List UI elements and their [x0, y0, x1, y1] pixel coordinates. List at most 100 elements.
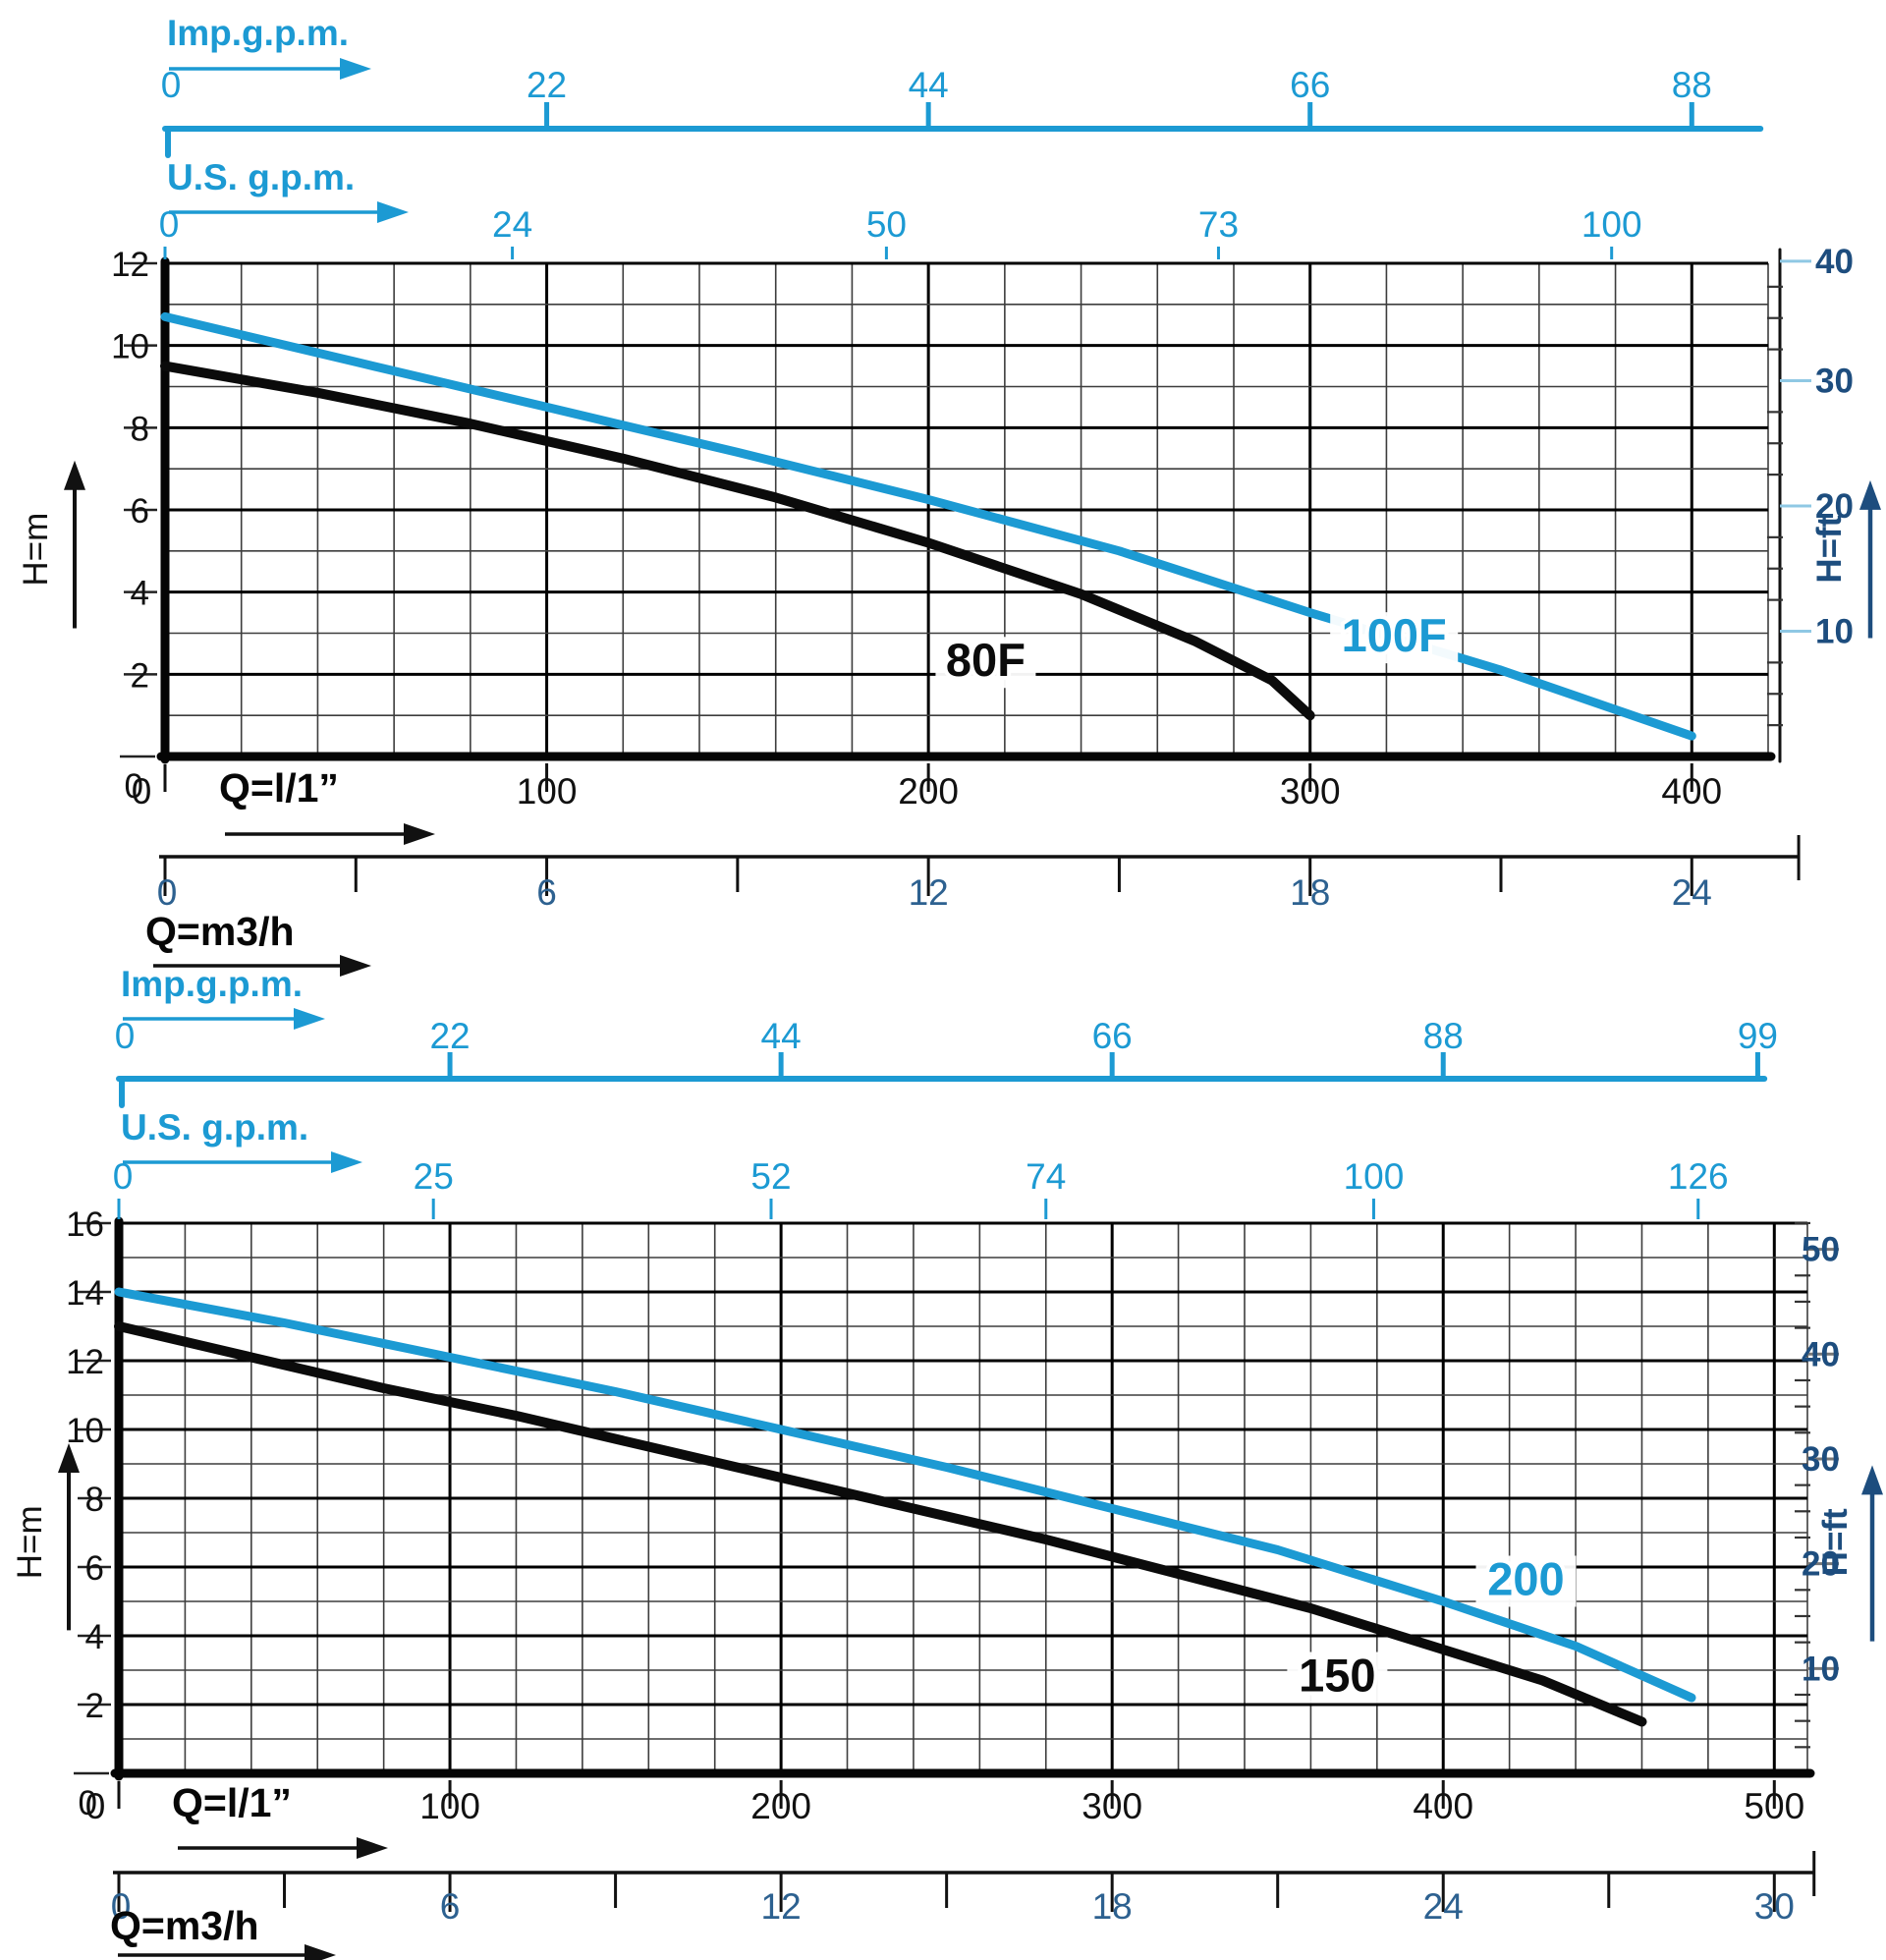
h-m-zero-label: 0: [125, 767, 143, 806]
h-ft-tick-label: 30: [1815, 362, 1854, 400]
us-gpm-tick-label: 126: [1668, 1156, 1729, 1197]
us-gpm-title: U.S. g.p.m.: [121, 1107, 308, 1148]
q-lmin-tick-label: 300: [1082, 1786, 1142, 1826]
q-lmin-tick-label: 200: [898, 771, 959, 812]
imp-gpm-tick-label: 88: [1423, 1016, 1464, 1056]
imp-gpm-tick-label: 44: [909, 65, 949, 105]
h-ft-tick-label: 30: [1802, 1440, 1840, 1479]
q-lmin-zero-label: 0: [85, 1786, 106, 1826]
q-lmin-tick-label: 400: [1413, 1786, 1473, 1826]
imp-gpm-axis-bottom: Imp.g.p.m. 0 22 44 66 88 99: [115, 964, 1778, 1108]
q-lmin-tick-label: 200: [750, 1786, 811, 1826]
us-gpm-tick-label: 73: [1198, 204, 1239, 245]
us-gpm-tick-label: 100: [1344, 1156, 1405, 1197]
spines-top: [120, 256, 1776, 792]
q-m3h-arrow-head: [340, 955, 371, 977]
h-m-zero-label: 0: [79, 1784, 97, 1822]
imp-gpm-tick-label: 0: [161, 65, 182, 105]
q-lmin-arrow-head: [357, 1837, 388, 1859]
curve-200: [114, 1287, 1696, 1703]
curve-label-bg-200: [1475, 1555, 1577, 1607]
h-m-tick-label: 4: [85, 1618, 104, 1656]
h-m-tick-label: 2: [85, 1687, 104, 1725]
imp-gpm-title: Imp.g.p.m.: [167, 13, 349, 53]
h-m-tick-label: 12: [66, 1343, 104, 1381]
imp-gpm-tick-label: 88: [1672, 65, 1712, 105]
us-gpm-title: U.S. g.p.m.: [167, 157, 355, 197]
q-lmin-axis-top: 0 100 200 300 400 Q=l/1”: [132, 763, 1722, 845]
us-gpm-tick-label: 52: [750, 1156, 791, 1197]
h-m-tick-label: 10: [66, 1412, 104, 1450]
imp-gpm-tick-label: 66: [1290, 65, 1330, 105]
curve-label-100F: 100F: [1342, 609, 1447, 661]
h-m-axis-title: H=m: [11, 1505, 49, 1579]
q-m3h-tick-label: 0: [111, 1886, 132, 1927]
q-lmin-title: Q=l/1”: [172, 1780, 292, 1825]
h-ft-arrow-head: [1859, 479, 1881, 510]
q-lmin-tick-label: 500: [1744, 1786, 1804, 1826]
h-ft-axis-top: 10 20 30 40 H=ft: [1767, 243, 1881, 763]
q-m3h-tick-label: 18: [1092, 1886, 1133, 1927]
q-lmin-tick-label: 100: [419, 1786, 480, 1826]
h-m-tick-label: 10: [111, 328, 149, 366]
grid-bottom: [119, 1221, 1808, 1773]
h-m-tick-label: 6: [131, 492, 149, 531]
h-ft-tick-label: 10: [1802, 1650, 1840, 1688]
imp-gpm-title: Imp.g.p.m.: [121, 964, 303, 1004]
chart-top: Imp.g.p.m.0 22 44 66 88U.S. g.p.m.0 24 50 73 100…: [17, 13, 1881, 977]
chart-bottom: Imp.g.p.m.0 22 44 66 88 99U.S. g.p.m.0 25 52 74 1…: [11, 964, 1883, 1960]
h-m-tick-label: 4: [131, 575, 149, 613]
q-m3h-axis-bottom: 0 6 12 18 24 30 Q=m3/h: [110, 1851, 1816, 1960]
imp-gpm-tick-label: 22: [429, 1016, 470, 1056]
h-ft-tick-label: 10: [1815, 612, 1854, 650]
spines-bottom: [74, 1216, 1815, 1809]
curve-label-bg-150: [1287, 1652, 1388, 1704]
h-ft-tick-label: 20: [1815, 487, 1854, 526]
imp-gpm-tick-label: 44: [761, 1016, 802, 1056]
h-ft-axis-title: H=ft: [1816, 1508, 1855, 1576]
q-lmin-tick-label: 100: [517, 771, 578, 812]
q-m3h-tick-label: 12: [909, 872, 949, 913]
curve-label-200: 200: [1487, 1553, 1564, 1605]
imp-gpm-tick-label: 99: [1738, 1016, 1778, 1056]
h-ft-arrow-head: [1861, 1465, 1883, 1495]
us-gpm-axis-top: U.S. g.p.m. 0 24 50 73 100: [159, 157, 1642, 259]
q-lmin-axis-bottom: 0 100 200 300 400 500 Q=l/1”: [85, 1780, 1804, 1859]
curve-label-80F: 80F: [946, 634, 1026, 686]
h-ft-tick-label: 50: [1802, 1231, 1840, 1269]
us-gpm-tick-label: 0: [113, 1156, 134, 1197]
q-m3h-arrow-head: [305, 1944, 336, 1960]
q-m3h-axis-top: 0 6 12 18 24 Q=m3/h: [145, 835, 1801, 977]
us-gpm-tick-label: 74: [1026, 1156, 1066, 1197]
q-m3h-tick-label: 24: [1423, 1886, 1464, 1927]
h-m-tick-label: 6: [85, 1549, 104, 1588]
q-m3h-title: Q=m3/h: [110, 1903, 259, 1948]
q-m3h-title: Q=m3/h: [145, 909, 295, 954]
us-gpm-arrow-head: [331, 1151, 362, 1173]
us-gpm-tick-label: 0: [159, 204, 180, 245]
h-ft-axis-bottom: 10 20 30 40 50 H=ft: [1795, 1221, 1883, 1749]
imp-gpm-tick-label: 22: [527, 65, 567, 105]
us-gpm-tick-label: 24: [492, 204, 532, 245]
h-ft-tick-label: 40: [1802, 1335, 1840, 1373]
h-m-axis-title: H=m: [17, 513, 55, 587]
curve-label-150: 150: [1299, 1650, 1375, 1702]
q-lmin-tick-label: 400: [1661, 771, 1722, 812]
us-gpm-tick-label: 100: [1581, 204, 1642, 245]
curve-150: [114, 1321, 1647, 1727]
q-m3h-tick-label: 30: [1754, 1886, 1795, 1927]
h-ft-axis-title: H=ft: [1810, 515, 1849, 583]
us-gpm-tick-label: 25: [414, 1156, 454, 1197]
q-lmin-title: Q=l/1”: [219, 765, 339, 811]
q-lmin-zero-label: 0: [132, 771, 152, 812]
curve-80F: [160, 361, 1315, 721]
us-gpm-axis-bottom: U.S. g.p.m. 0 25 52 74 100 126: [113, 1107, 1729, 1219]
imp-gpm-arrow-head: [294, 1008, 325, 1030]
h-m-tick-label: 8: [85, 1481, 104, 1519]
imp-gpm-axis-top: Imp.g.p.m. 0 22 44 66 88: [161, 13, 1764, 158]
curve-label-bg-80F: [935, 637, 1036, 689]
h-m-axis-top: 2 4 6 8 10 12 0 H=m: [17, 246, 157, 806]
h-m-arrow-head: [58, 1443, 80, 1473]
h-m-tick-label: 8: [131, 410, 149, 448]
